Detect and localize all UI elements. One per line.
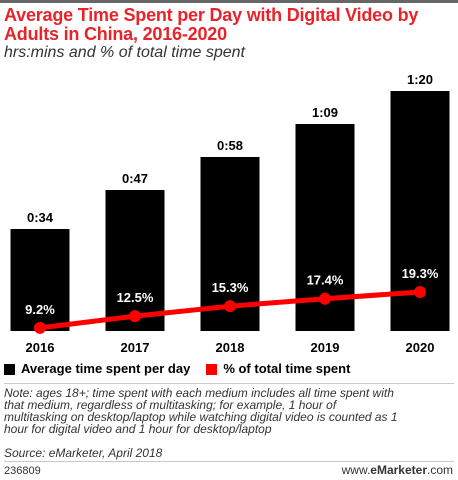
- logo-prefix: www.: [341, 463, 371, 477]
- bar-2017: [105, 190, 165, 331]
- bar-value-label-2017: 0:47: [122, 171, 148, 186]
- bar-value-label-2019: 1:09: [312, 105, 338, 120]
- bar-value-label-2016: 0:34: [27, 210, 54, 225]
- note-text: Note: ages 18+; time spent with each med…: [4, 386, 398, 436]
- line-point-2016: [34, 321, 46, 334]
- x-tick-label-2018: 2018: [216, 340, 245, 355]
- chart-id: 236809: [4, 465, 41, 477]
- legend-label-bar: Average time spent per day: [21, 361, 191, 376]
- bar-2016: [10, 229, 70, 331]
- bar-value-label-2020: 1:20: [407, 72, 433, 87]
- line-value-label-2017: 12.5%: [117, 290, 154, 305]
- legend-swatch-bar: [4, 363, 15, 375]
- legend-swatch-line: [206, 363, 218, 375]
- line-point-2019: [319, 292, 331, 305]
- chart-title: Average Time Spent per Day with Digital …: [4, 5, 419, 44]
- x-tick-label-2017: 2017: [121, 340, 150, 355]
- x-tick-label-2020: 2020: [406, 340, 435, 355]
- legend-item-line: % of total time spent: [206, 362, 350, 376]
- legend-label-line: % of total time spent: [223, 361, 351, 376]
- x-tick-label-2016: 2016: [26, 340, 55, 355]
- logo-brand: eMarketer: [370, 463, 427, 477]
- line-value-label-2018: 15.3%: [212, 280, 249, 295]
- footer-divider: [4, 461, 454, 462]
- legend-item-bar: Average time spent per day: [4, 362, 190, 376]
- logo-suffix: .com: [426, 463, 453, 477]
- emarketer-logo[interactable]: www.eMarketer.com: [342, 464, 453, 477]
- x-tick-label-2019: 2019: [311, 340, 340, 355]
- top-rule: [0, 0, 458, 3]
- bar-value-label-2018: 0:58: [217, 138, 243, 153]
- source-text: Source: eMarketer, April 2018: [4, 446, 163, 460]
- line-point-2020: [414, 285, 426, 298]
- line-point-2017: [129, 310, 141, 323]
- line-value-label-2020: 19.3%: [402, 266, 439, 281]
- line-value-label-2019: 17.4%: [307, 273, 344, 288]
- chart-subtitle: hrs:mins and % of total time spent: [4, 44, 245, 61]
- legend: Average time spent per day % of total ti…: [4, 362, 366, 376]
- line-point-2018: [224, 300, 236, 313]
- line-value-label-2016: 9.2%: [25, 302, 55, 317]
- note-divider: [4, 383, 454, 384]
